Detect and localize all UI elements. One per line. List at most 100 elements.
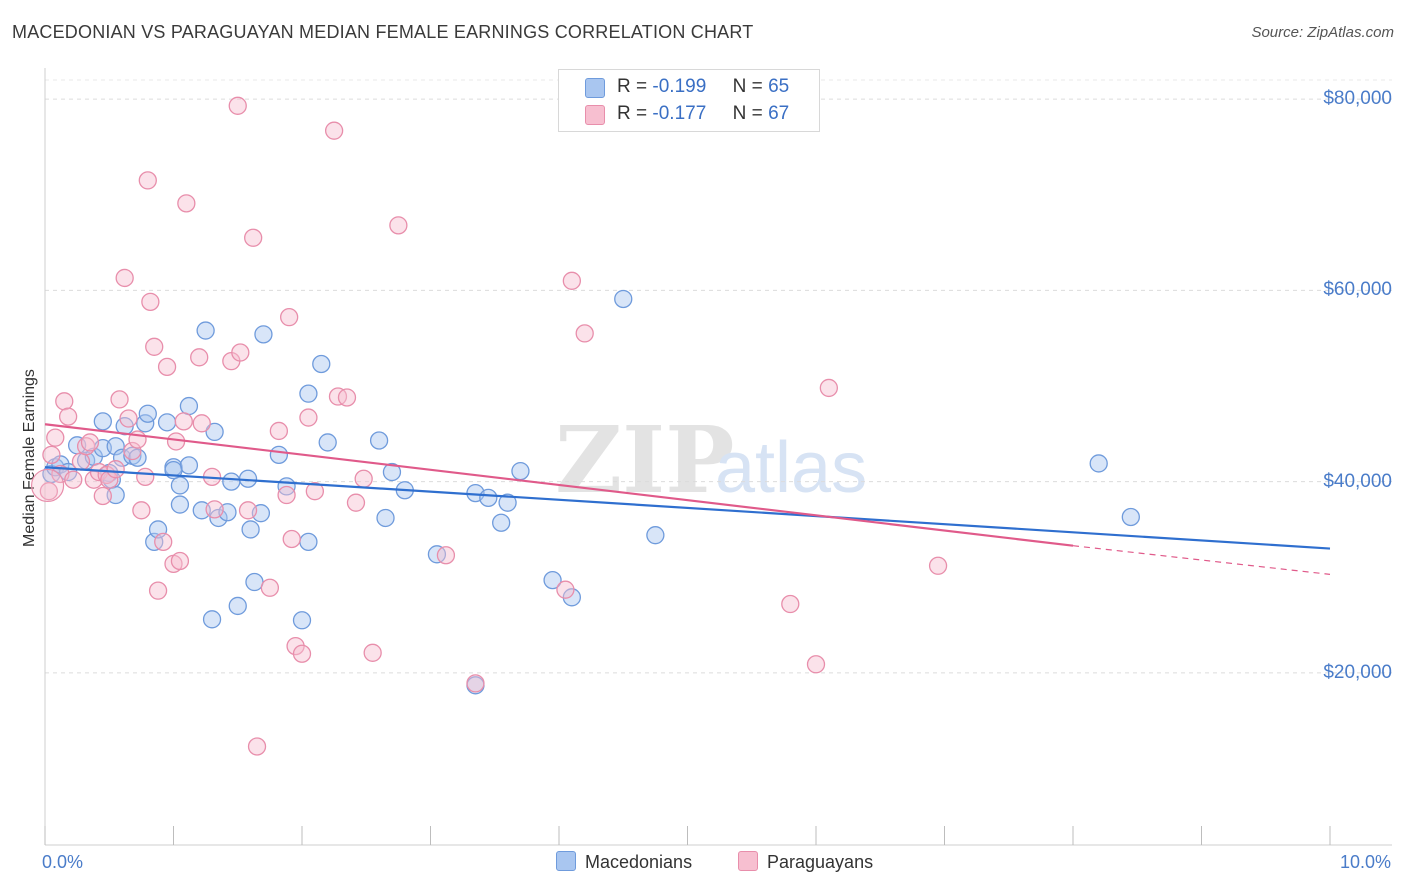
chart-title: MACEDONIAN VS PARAGUAYAN MEDIAN FEMALE E… xyxy=(12,22,754,42)
point-paraguayans xyxy=(292,644,312,663)
point-paraguayans xyxy=(247,737,267,756)
point-paraguayans xyxy=(141,292,160,312)
bottom-legend-swatch-paraguayans xyxy=(738,851,758,871)
point-paraguayans xyxy=(192,414,211,433)
point-macedonians xyxy=(106,437,125,456)
point-paraguayans xyxy=(123,441,142,461)
point-paraguayans xyxy=(363,643,382,662)
trend-extension-paraguayans xyxy=(1072,545,1331,575)
legend-n-label: N = xyxy=(732,76,763,97)
point-paraguayans xyxy=(93,486,112,506)
point-paraguayans xyxy=(132,501,151,520)
point-macedonians xyxy=(179,456,199,475)
y-tick-label: $40,000 xyxy=(1323,470,1392,492)
point-macedonians xyxy=(382,462,402,482)
point-macedonians xyxy=(299,532,318,552)
point-macedonians xyxy=(543,570,562,590)
point-macedonians xyxy=(179,396,199,416)
point-macedonians xyxy=(241,520,260,539)
point-macedonians xyxy=(196,321,215,340)
point-paraguayans xyxy=(354,469,373,488)
point-macedonians xyxy=(170,495,190,514)
point-paraguayans xyxy=(119,409,138,428)
legend-n-value: 65 xyxy=(768,76,790,97)
point-paraguayans xyxy=(228,96,247,115)
point-macedonians xyxy=(138,404,157,423)
trend-lines xyxy=(44,423,1331,575)
data-points xyxy=(30,96,1140,756)
point-paraguayans xyxy=(136,467,155,486)
point-macedonians xyxy=(511,461,530,481)
y-tick-label: $20,000 xyxy=(1323,661,1392,683)
point-paraguayans xyxy=(305,482,325,501)
point-paraguayans xyxy=(389,216,408,235)
point-paraguayans xyxy=(55,392,74,411)
point-paraguayans xyxy=(279,307,299,327)
legend-swatch-macedonians xyxy=(585,78,605,98)
point-macedonians xyxy=(209,508,228,528)
legend-r-value: -0.177 xyxy=(652,103,707,124)
point-macedonians xyxy=(205,422,224,442)
point-paraguayans xyxy=(346,493,366,512)
point-paraguayans xyxy=(46,428,65,447)
point-paraguayans xyxy=(145,337,164,356)
legend-r-label: R = xyxy=(617,103,648,124)
point-paraguayans xyxy=(170,551,190,571)
bottom-legend-label: Paraguayans xyxy=(767,852,874,872)
point-paraguayans xyxy=(205,500,224,519)
point-macedonians xyxy=(228,596,247,616)
point-paraguayans xyxy=(138,171,157,190)
point-paraguayans xyxy=(238,501,258,520)
axes xyxy=(44,68,1392,846)
point-paraguayans xyxy=(71,452,91,471)
watermark-atlas: atlas xyxy=(715,428,867,508)
y-tick-label: $80,000 xyxy=(1323,88,1392,110)
point-paraguayans xyxy=(337,388,357,407)
bottom-legend-macedonians: Macedonians xyxy=(556,851,692,873)
legend-n-label: N = xyxy=(732,103,763,124)
point-macedonians xyxy=(369,431,389,450)
point-macedonians xyxy=(245,572,264,592)
point-cluster xyxy=(30,468,65,503)
point-paraguayans xyxy=(106,460,125,479)
watermark: ZIP atlas xyxy=(555,406,867,514)
bottom-legend-label: Macedonians xyxy=(585,852,693,872)
bottom-legend-paraguayans: Paraguayans xyxy=(738,851,873,873)
x-tick-min: 0.0% xyxy=(42,852,84,872)
point-paraguayans xyxy=(806,655,826,674)
point-paraguayans xyxy=(177,194,196,213)
point-macedonians xyxy=(1121,507,1140,527)
point-macedonians xyxy=(646,526,665,545)
point-paraguayans xyxy=(299,408,318,427)
point-paraguayans xyxy=(157,357,177,377)
legend-swatch-paraguayans xyxy=(585,105,605,125)
point-macedonians xyxy=(376,508,395,528)
point-paraguayans xyxy=(324,121,344,140)
point-paraguayans xyxy=(928,556,948,575)
point-paraguayans xyxy=(148,581,168,600)
y-tick-label: $60,000 xyxy=(1323,279,1392,301)
point-paraguayans xyxy=(190,348,209,367)
point-macedonians xyxy=(312,354,331,374)
point-macedonians xyxy=(498,493,517,512)
point-macedonians xyxy=(492,513,511,532)
legend-r-label: R = xyxy=(617,76,648,97)
point-paraguayans xyxy=(436,546,456,565)
point-macedonians xyxy=(157,413,177,432)
point-macedonians xyxy=(269,445,289,465)
point-macedonians xyxy=(292,611,312,630)
source-credit: Source: ZipAtlas.com xyxy=(1251,24,1394,41)
trend-line-macedonians xyxy=(44,466,1331,550)
point-paraguayans xyxy=(562,271,581,290)
trend-line-paraguayans xyxy=(44,423,1074,547)
point-paraguayans xyxy=(277,485,296,505)
point-macedonians xyxy=(254,325,273,344)
point-paraguayans xyxy=(39,482,59,501)
point-macedonians xyxy=(93,412,112,431)
point-paraguayans xyxy=(282,529,301,549)
point-macedonians xyxy=(170,476,190,495)
x-tick-max: 10.0% xyxy=(1340,852,1392,872)
point-macedonians xyxy=(318,433,337,452)
point-paraguayans xyxy=(244,228,263,247)
stats-legend: R = -0.199 N = 65 R = -0.177 N = 67 xyxy=(558,69,820,132)
